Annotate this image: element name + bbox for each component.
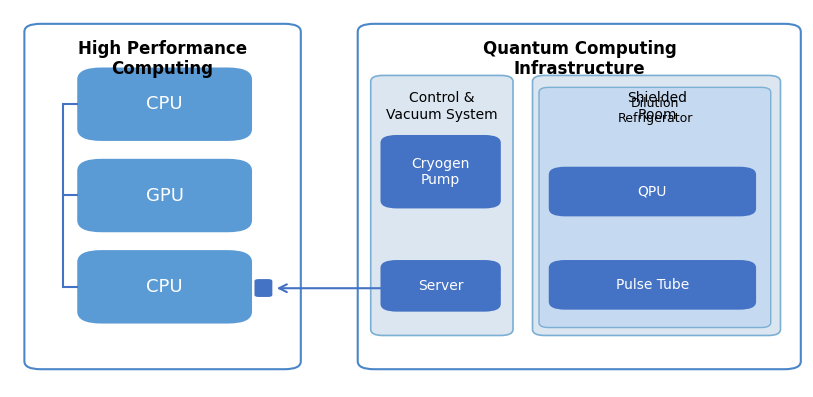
Text: QPU: QPU [637,185,667,198]
Text: Cryogen
Pump: Cryogen Pump [411,156,470,187]
Text: Control &
Vacuum System: Control & Vacuum System [386,91,498,121]
FancyBboxPatch shape [77,67,252,141]
FancyBboxPatch shape [24,24,301,369]
Text: CPU: CPU [146,95,183,113]
Text: CPU: CPU [146,278,183,296]
FancyBboxPatch shape [549,260,756,310]
Text: Pulse Tube: Pulse Tube [615,278,689,292]
Text: GPU: GPU [146,187,184,204]
FancyBboxPatch shape [358,24,801,369]
FancyBboxPatch shape [380,135,501,208]
FancyBboxPatch shape [77,159,252,232]
Text: Shielded
Room: Shielded Room [627,91,687,121]
Text: Dilution
Refrigerator: Dilution Refrigerator [618,97,693,125]
Text: Quantum Computing
Infrastructure: Quantum Computing Infrastructure [483,40,676,79]
Text: High Performance
Computing: High Performance Computing [78,40,247,79]
FancyBboxPatch shape [371,75,513,335]
Text: Server: Server [418,279,463,293]
FancyBboxPatch shape [380,260,501,312]
FancyBboxPatch shape [539,87,771,328]
FancyBboxPatch shape [77,250,252,324]
FancyBboxPatch shape [254,279,272,297]
FancyBboxPatch shape [549,167,756,216]
FancyBboxPatch shape [533,75,780,335]
